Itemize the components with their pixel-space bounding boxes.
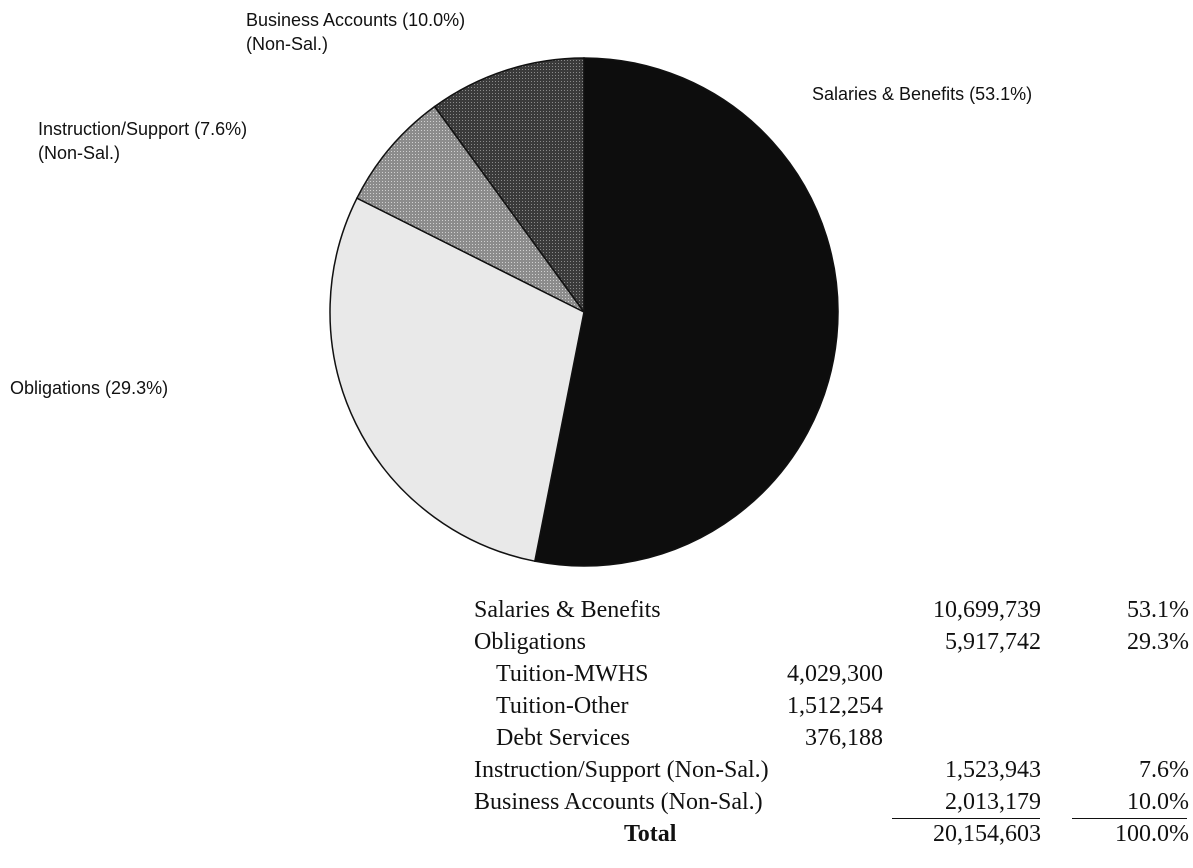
slice-label-business-accounts: Business Accounts (10.0%) (Non-Sal.) <box>246 8 465 56</box>
slice-label-instruction-support-sub: (Non-Sal.) <box>38 143 121 163</box>
row-amount: 1,523,943 <box>945 757 1041 783</box>
slice-label-obligations: Obligations (29.3%) <box>10 376 168 400</box>
pie-chart <box>329 57 839 567</box>
slice-label-salaries-benefits-main: Salaries & Benefits (53.1%) <box>812 84 1033 104</box>
pie-slice-salaries-benefits <box>533 57 839 567</box>
row-percent: 7.6% <box>1139 757 1189 783</box>
subrow-value: 376,188 <box>805 725 883 751</box>
total-rule-amount <box>892 818 1040 819</box>
subrow-label: Debt Services <box>496 725 630 751</box>
summary-table: Salaries & Benefits 10,699,739 53.1% Obl… <box>474 594 1189 850</box>
table-row-instruction-support: Instruction/Support (Non-Sal.) 1,523,943… <box>474 754 1189 786</box>
row-amount: 5,917,742 <box>945 629 1041 655</box>
subrow-value: 1,512,254 <box>787 693 883 719</box>
subrow-label: Tuition-MWHS <box>496 661 649 687</box>
row-label: Salaries & Benefits <box>474 597 661 623</box>
row-label: Instruction/Support (Non-Sal.) <box>474 757 769 783</box>
table-subrow-tuition-mwhs: Tuition-MWHS 4,029,300 <box>474 658 1189 690</box>
table-row-business-accounts: Business Accounts (Non-Sal.) 2,013,179 1… <box>474 786 1189 818</box>
total-amount: 20,154,603 <box>933 821 1041 847</box>
slice-label-instruction-support: Instruction/Support (7.6%) (Non-Sal.) <box>38 117 247 165</box>
table-subrow-tuition-other: Tuition-Other 1,512,254 <box>474 690 1189 722</box>
total-percent: 100.0% <box>1115 821 1189 847</box>
table-subrow-debt-services: Debt Services 376,188 <box>474 722 1189 754</box>
row-label: Obligations <box>474 629 586 655</box>
table-row-salaries: Salaries & Benefits 10,699,739 53.1% <box>474 594 1189 626</box>
slice-label-business-accounts-main: Business Accounts (10.0%) <box>246 10 466 30</box>
pie-slice-business-accounts <box>433 57 585 315</box>
row-percent: 10.0% <box>1127 789 1189 815</box>
table-row-obligations: Obligations 5,917,742 29.3% <box>474 626 1189 658</box>
slice-label-obligations-main: Obligations (29.3%) <box>10 378 169 398</box>
row-percent: 29.3% <box>1127 629 1189 655</box>
subrow-value: 4,029,300 <box>787 661 883 687</box>
table-row-total: Total 20,154,603 100.0% <box>474 818 1189 850</box>
total-rule-percent <box>1072 818 1187 819</box>
pie-slice-obligations <box>329 197 585 563</box>
row-amount: 10,699,739 <box>933 597 1041 623</box>
subrow-label: Tuition-Other <box>496 693 629 719</box>
row-percent: 53.1% <box>1127 597 1189 623</box>
slice-label-salaries-benefits: Salaries & Benefits (53.1%) <box>812 82 1032 106</box>
total-label: Total <box>624 821 677 847</box>
pie-slice-instruction-support <box>355 105 585 313</box>
slice-label-business-accounts-sub: (Non-Sal.) <box>246 34 329 54</box>
row-amount: 2,013,179 <box>945 789 1041 815</box>
slice-label-instruction-support-main: Instruction/Support (7.6%) <box>38 119 248 139</box>
row-label: Business Accounts (Non-Sal.) <box>474 789 763 815</box>
